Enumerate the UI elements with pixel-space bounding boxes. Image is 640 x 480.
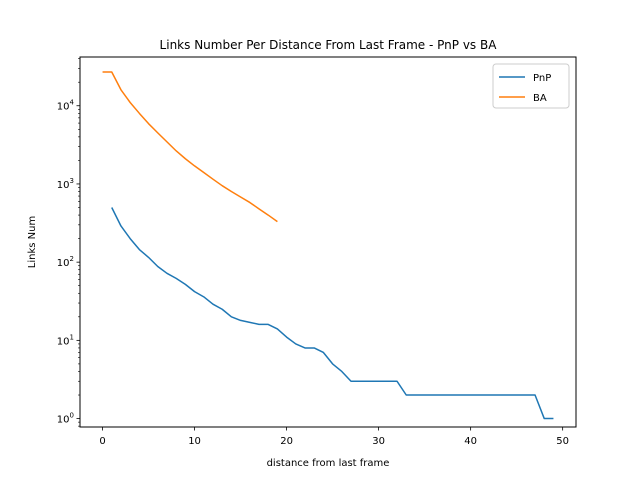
series-line-ba [102, 71, 278, 223]
series-line-pnp [111, 207, 554, 420]
y-tick-label: 101 [57, 333, 74, 347]
chart-title: Links Number Per Distance From Last Fram… [160, 38, 498, 52]
x-tick-label: 0 [99, 436, 105, 447]
y-axis-label: Links Num [27, 216, 38, 268]
y-tick-label: 102 [57, 255, 74, 269]
y-tick-label: 103 [57, 177, 74, 191]
legend-label: PnP [533, 73, 551, 84]
x-axis: 0 10 20 30 40 50 [99, 427, 569, 447]
x-tick-label: 30 [372, 436, 385, 447]
legend-label: BA [533, 93, 547, 104]
x-tick-label: 10 [188, 436, 201, 447]
y-tick-label: 100 [57, 412, 74, 426]
plot-area [102, 71, 554, 420]
x-axis-label: distance from last frame [267, 458, 390, 469]
x-tick-label: 50 [556, 436, 569, 447]
x-tick-label: 20 [280, 436, 293, 447]
legend-box [492, 63, 570, 109]
y-tick-label: 104 [57, 99, 75, 113]
legend: PnP BA [492, 63, 570, 109]
x-tick-label: 40 [464, 436, 477, 447]
y-axis: 100 101 102 103 104 [57, 58, 80, 427]
axes-frame [79, 56, 577, 428]
